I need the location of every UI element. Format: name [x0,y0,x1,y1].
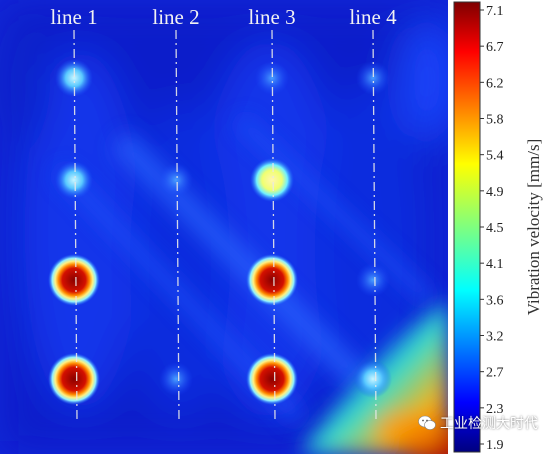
colorbar-tick-label: 4.1 [486,257,504,272]
scan-line-2 [175,29,180,421]
colorbar-tick-label: 4.9 [486,185,504,200]
hotspot-line4-row3 [356,263,390,297]
colorbar-tick-label: 5.8 [486,113,504,128]
colorbar-tick-label: 4.5 [486,221,504,236]
colorbar-tick-label: 2.7 [486,366,504,381]
colorbar-tick-label: 5.4 [486,149,504,164]
colorbar-tick-label: 3.6 [486,293,504,308]
scan-line-4 [372,29,377,421]
hotspot-line1-row1 [55,59,93,97]
scan-line-label-2: line 2 [152,5,199,29]
hotspot-line1-row2 [55,161,93,199]
hotspot-layer [48,59,392,405]
scan-line-label-1: line 1 [50,5,97,29]
scan-line-layer: line 1 line 2 line 3 line 4 [50,5,397,421]
hotspot-line1-row3 [48,254,100,306]
colorbar-tick-label: 6.7 [486,40,504,55]
colorbar-gradient [453,1,481,453]
colorbar-title: Vibration velocity [mm/s] [524,139,543,316]
colorbar: 7.16.76.25.85.44.94.54.13.63.22.72.31.9 … [453,1,543,453]
hotspot-line1-row4 [48,353,100,405]
watermark: 工业检测大时代 [418,413,538,433]
colorbar-tick-label: 2.3 [486,402,504,417]
hotspot-line4-row1 [356,61,390,95]
scan-line-3 [271,29,276,421]
hotspot-line4-row4 [354,360,392,398]
scan-line-label-3: line 3 [248,5,295,29]
hotspot-line3-row4 [246,353,298,405]
colorbar-tick-label: 1.9 [486,438,504,453]
wechat-icon [418,415,436,430]
hotspot-line3-row1 [255,61,289,95]
hotspot-line3-row3 [246,254,298,306]
scan-line-label-4: line 4 [349,5,397,29]
colorbar-tick-label: 3.2 [486,330,504,345]
scan-line-1 [73,29,78,421]
heatmap-plot: line 1 line 2 line 3 line 4 [0,0,448,454]
hotspot-line3-row2 [250,158,294,202]
colorbar-tick-label: 6.2 [486,76,504,91]
hotspot-line2-row2 [159,163,193,197]
colorbar-tick-label: 7.1 [486,4,504,19]
watermark-text: 工业检测大时代 [440,416,538,432]
colorbar-ticks: 7.1 6.7 6.2 5.8 5.4 4.9 4.5 4.1 3.6 3.2 2.7 2.3 1.9 [480,4,504,453]
hotspot-line2-row4 [159,362,193,396]
